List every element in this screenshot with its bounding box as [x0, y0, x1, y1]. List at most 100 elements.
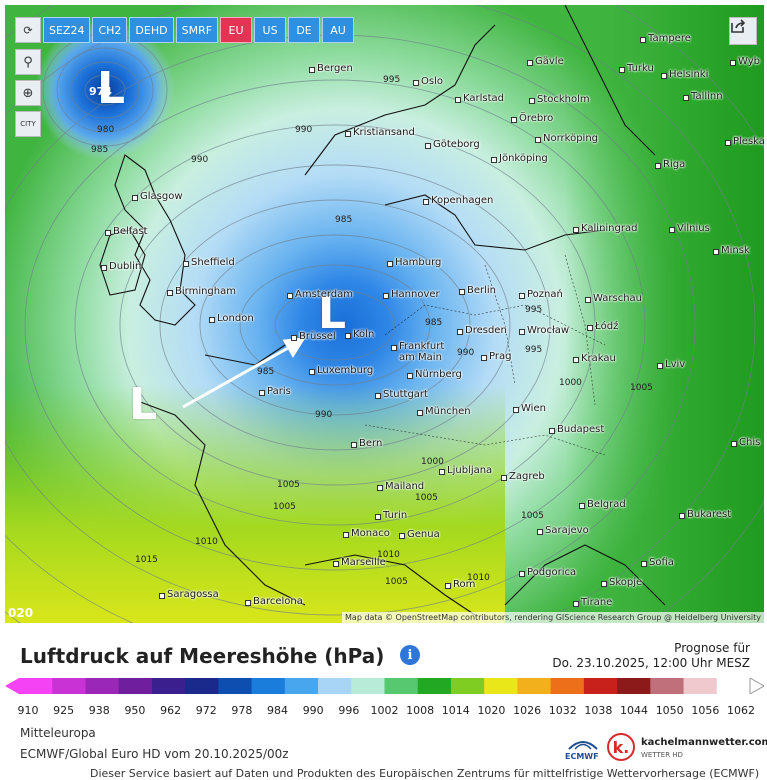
corner-label: 020	[8, 606, 34, 620]
city-marker	[491, 157, 497, 163]
refresh-button[interactable]: ⟳	[15, 17, 41, 43]
tab-us[interactable]: US	[254, 17, 287, 43]
city-label: London	[217, 313, 254, 324]
city-label: Hamburg	[395, 257, 442, 268]
city-label: Belfast	[113, 226, 148, 237]
isobar-label: 1010	[195, 537, 218, 547]
city-marker	[383, 293, 389, 299]
city-marker	[345, 131, 351, 137]
location-button[interactable]: ⚲	[15, 49, 41, 75]
scale-tick-label: 984	[267, 704, 289, 717]
scale-tick-label: 1056	[691, 704, 720, 717]
city-marker	[407, 373, 413, 379]
city-marker	[573, 357, 579, 363]
isobar-label: 1005	[385, 577, 408, 587]
scale-swatch	[683, 678, 718, 694]
city-label: Lviv	[665, 359, 686, 370]
brand-name: kachelmannwetter.com	[641, 737, 767, 748]
city-label: Turin	[383, 510, 408, 521]
city-toggle-label: CITY	[20, 120, 36, 128]
scale-swatch	[19, 678, 53, 694]
city-toggle-button[interactable]: CITY	[15, 111, 41, 137]
city-marker	[333, 561, 339, 567]
city-marker	[425, 143, 431, 149]
city-label: Dresden	[465, 325, 507, 336]
tab-eu[interactable]: EU	[220, 17, 253, 43]
isobar-label: 995	[525, 345, 543, 355]
city-marker	[601, 581, 607, 587]
scale-swatch	[185, 678, 219, 694]
scale-swatch	[85, 678, 120, 694]
isobar-label: 985	[91, 145, 109, 155]
kachelmann-logo[interactable]: k.	[607, 733, 635, 761]
model-run-label: ECMWF/Global Euro HD vom 20.10.2025/00z	[20, 747, 289, 761]
scale-swatch	[716, 678, 751, 694]
scale-swatch	[118, 678, 153, 694]
scale-tick-label: 996	[338, 704, 360, 717]
zoom-icon: ⊕	[22, 85, 34, 101]
city-marker	[345, 333, 351, 339]
city-label: Wyb	[738, 56, 760, 67]
city-marker	[245, 600, 251, 606]
city-marker	[209, 317, 215, 323]
city-label: Jönköping	[499, 153, 548, 164]
city-marker	[669, 227, 675, 233]
ecmwf-logo-text: ECMWF	[565, 752, 599, 761]
city-marker	[413, 80, 419, 86]
tab-dehd[interactable]: DEHD	[129, 17, 174, 43]
city-marker	[657, 363, 663, 369]
scale-max-arrow	[749, 678, 764, 694]
city-marker	[375, 393, 381, 399]
city-marker	[291, 335, 297, 341]
info-button[interactable]: i	[400, 645, 420, 665]
city-marker	[573, 227, 579, 233]
zoom-button[interactable]: ⊕	[15, 80, 41, 106]
city-label: Monaco	[351, 528, 390, 539]
city-marker	[259, 390, 265, 396]
city-label: Zagreb	[509, 471, 545, 482]
city-label: Tallinn	[691, 91, 723, 102]
city-label: Wien	[521, 403, 546, 414]
forecast-time: Do. 23.10.2025, 12:00 Uhr MESZ	[552, 656, 750, 670]
city-marker	[587, 325, 593, 331]
city-label: Sarajevo	[545, 525, 589, 536]
city-marker	[731, 441, 737, 447]
scale-tick-label: 1062	[727, 704, 755, 717]
city-label: Budapest	[557, 424, 605, 435]
share-button[interactable]	[729, 17, 757, 45]
city-label: Kopenhagen	[431, 195, 494, 206]
city-label: Birmingham	[175, 286, 236, 297]
city-label: Łódź	[595, 321, 619, 332]
city-label: Kristiansand	[353, 127, 415, 138]
city-label: Pleska	[733, 136, 764, 147]
ecmwf-logo[interactable]: ECMWF	[565, 735, 601, 761]
tab-ch2[interactable]: CH2	[92, 17, 128, 43]
scale-swatch	[384, 678, 419, 694]
isobar-label: 990	[295, 125, 313, 135]
model-toolbar: ⟳ SEZ24 CH2 DEHD SMRF EU US DE AU	[15, 17, 355, 43]
scale-tick-label: 925	[53, 704, 75, 717]
isobar-label: 1005	[630, 383, 653, 393]
pressure-map[interactable]: L 974 L L 995 990 985 980 990 985 985 98…	[5, 5, 764, 623]
scale-tick-label: 962	[160, 704, 182, 717]
city-marker	[132, 195, 138, 201]
scale-swatch	[284, 678, 319, 694]
scale-tick-label: 1050	[655, 704, 684, 717]
isobar-label: 985	[335, 215, 353, 225]
city-marker	[167, 290, 173, 296]
tab-smrf[interactable]: SMRF	[175, 17, 219, 43]
city-label: München	[425, 406, 471, 417]
scale-tick-label: 978	[231, 704, 253, 717]
isobar-label: 1000	[421, 457, 444, 467]
tab-au[interactable]: AU	[322, 17, 355, 43]
city-marker	[105, 230, 111, 236]
tab-sez24[interactable]: SEZ24	[43, 17, 91, 43]
city-label: Stuttgart	[383, 389, 428, 400]
city-label: Saragossa	[167, 589, 219, 600]
isobar-label: 1005	[521, 511, 544, 521]
brand-subtitle: WETTER HD	[641, 751, 683, 759]
city-label: Dublin	[109, 261, 142, 272]
city-marker	[387, 261, 393, 267]
tab-de[interactable]: DE	[288, 17, 321, 43]
scale-tick-label: 1044	[620, 704, 649, 717]
